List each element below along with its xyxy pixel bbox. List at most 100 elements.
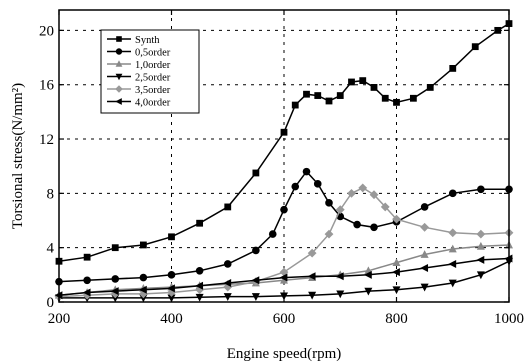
data-point-0-5order	[325, 199, 333, 207]
y-tick-label: 12	[39, 132, 54, 148]
data-point-2-5order	[364, 287, 373, 296]
data-point-2-5order	[336, 290, 345, 299]
data-point-2-5order	[280, 292, 288, 301]
data-point-1-0order	[420, 250, 429, 258]
data-point-0-5order	[139, 273, 148, 282]
data-point-2-5order	[195, 293, 204, 302]
data-point-synth	[393, 98, 400, 106]
x-tick-label: 600	[273, 311, 296, 327]
data-point-2-5order	[392, 286, 401, 295]
data-point-2-5order	[476, 271, 485, 280]
data-point-3-5order	[307, 248, 317, 258]
data-point-synth	[111, 244, 119, 252]
data-point-0-5order	[370, 223, 378, 232]
data-point-1-0order	[476, 241, 485, 250]
data-point-3-5order	[448, 228, 458, 238]
data-point-1-0order	[448, 244, 457, 253]
data-point-0-5order	[111, 275, 120, 283]
data-point-synth	[426, 84, 434, 91]
data-point-4-0order	[420, 264, 429, 273]
data-point-4-0order	[335, 272, 344, 281]
data-point-synth	[252, 169, 260, 177]
x-axis-label: Engine speed(rpm)	[227, 346, 342, 362]
legend-marker-0-5order	[115, 48, 123, 55]
legend-marker-synth	[116, 36, 122, 42]
data-point-synth	[336, 92, 344, 99]
data-point-0-5order	[252, 246, 260, 255]
y-tick-label: 20	[39, 23, 54, 39]
data-point-3-5order	[476, 229, 486, 239]
data-point-synth	[168, 233, 175, 241]
data-point-synth	[139, 241, 147, 249]
data-point-4-0order	[279, 273, 288, 282]
data-point-0-5order	[420, 203, 429, 211]
data-point-synth	[494, 26, 502, 34]
data-point-2-5order	[308, 291, 317, 300]
legend-box	[100, 29, 200, 114]
data-point-0-5order	[223, 260, 232, 268]
data-point-synth	[291, 101, 299, 109]
data-point-synth	[409, 94, 417, 102]
data-point-3-5order	[358, 183, 368, 193]
legend-label-3-5order: 3,5order	[135, 85, 171, 96]
data-point-3-5order	[369, 190, 379, 200]
data-point-4-0order	[251, 276, 260, 285]
data-point-4-0order	[448, 259, 457, 268]
data-point-synth	[370, 84, 378, 91]
data-point-2-5order	[111, 294, 120, 303]
y-tick-label: 0	[47, 295, 55, 311]
series-line-0-5order	[58, 170, 509, 283]
legend-label-0-5order: 0,5order	[135, 48, 171, 59]
data-point-0-5order	[195, 266, 204, 275]
legend-label-4-0order: 4,0order	[135, 98, 171, 109]
data-point-2-5order	[223, 293, 232, 301]
data-point-0-5order	[448, 189, 457, 198]
y-tick-label: 4	[47, 241, 55, 257]
data-point-3-5order	[324, 229, 334, 239]
data-point-synth	[314, 92, 322, 99]
data-point-4-0order	[476, 255, 485, 264]
x-tick-label: 1000	[494, 311, 524, 327]
legend-marker-4-0order	[115, 98, 122, 105]
data-point-0-5order	[313, 180, 322, 188]
legend-marker-2-5order	[115, 73, 123, 81]
data-point-synth	[280, 128, 288, 136]
data-point-0-5order	[477, 185, 485, 194]
data-point-0-5order	[353, 220, 361, 229]
series-4-0order	[54, 254, 513, 300]
data-point-0-5order	[167, 271, 176, 279]
data-point-3-5order	[347, 188, 356, 198]
legend-label-1-0order: 1,0order	[135, 60, 171, 71]
data-point-synth	[471, 43, 479, 51]
data-point-3-5order	[380, 202, 390, 212]
data-point-3-5order	[420, 222, 430, 232]
data-point-4-0order	[363, 270, 372, 279]
data-point-4-0order	[195, 281, 204, 290]
data-point-0-5order	[280, 205, 288, 214]
data-point-synth	[303, 90, 310, 98]
data-point-0-5order	[268, 230, 277, 238]
data-point-0-5order	[302, 167, 311, 176]
legend-marker-1-0order	[115, 60, 123, 67]
data-point-4-0order	[110, 287, 119, 296]
data-point-4-0order	[223, 278, 232, 287]
data-point-2-5order	[420, 283, 429, 292]
axes: 200 400 600 800 1000 0 4 8 12 16 20	[39, 9, 524, 327]
data-point-synth	[449, 65, 457, 72]
data-point-3-5order	[392, 214, 401, 224]
x-tick-label: 200	[48, 311, 71, 327]
data-point-0-5order	[291, 182, 300, 191]
series-synth	[55, 20, 513, 265]
y-tick-label: 16	[39, 78, 55, 94]
data-point-0-5order	[83, 276, 91, 285]
data-point-synth	[381, 94, 389, 102]
data-point-2-5order	[251, 293, 260, 301]
legend-label-2-5order: 2,5order	[135, 73, 171, 84]
data-point-synth	[325, 97, 333, 105]
data-point-2-5order	[139, 294, 148, 303]
data-point-synth	[83, 253, 91, 261]
x-tick-label: 400	[160, 311, 183, 327]
data-point-4-0order	[392, 268, 400, 277]
data-point-4-0order	[138, 285, 147, 294]
data-point-synth	[224, 203, 232, 211]
